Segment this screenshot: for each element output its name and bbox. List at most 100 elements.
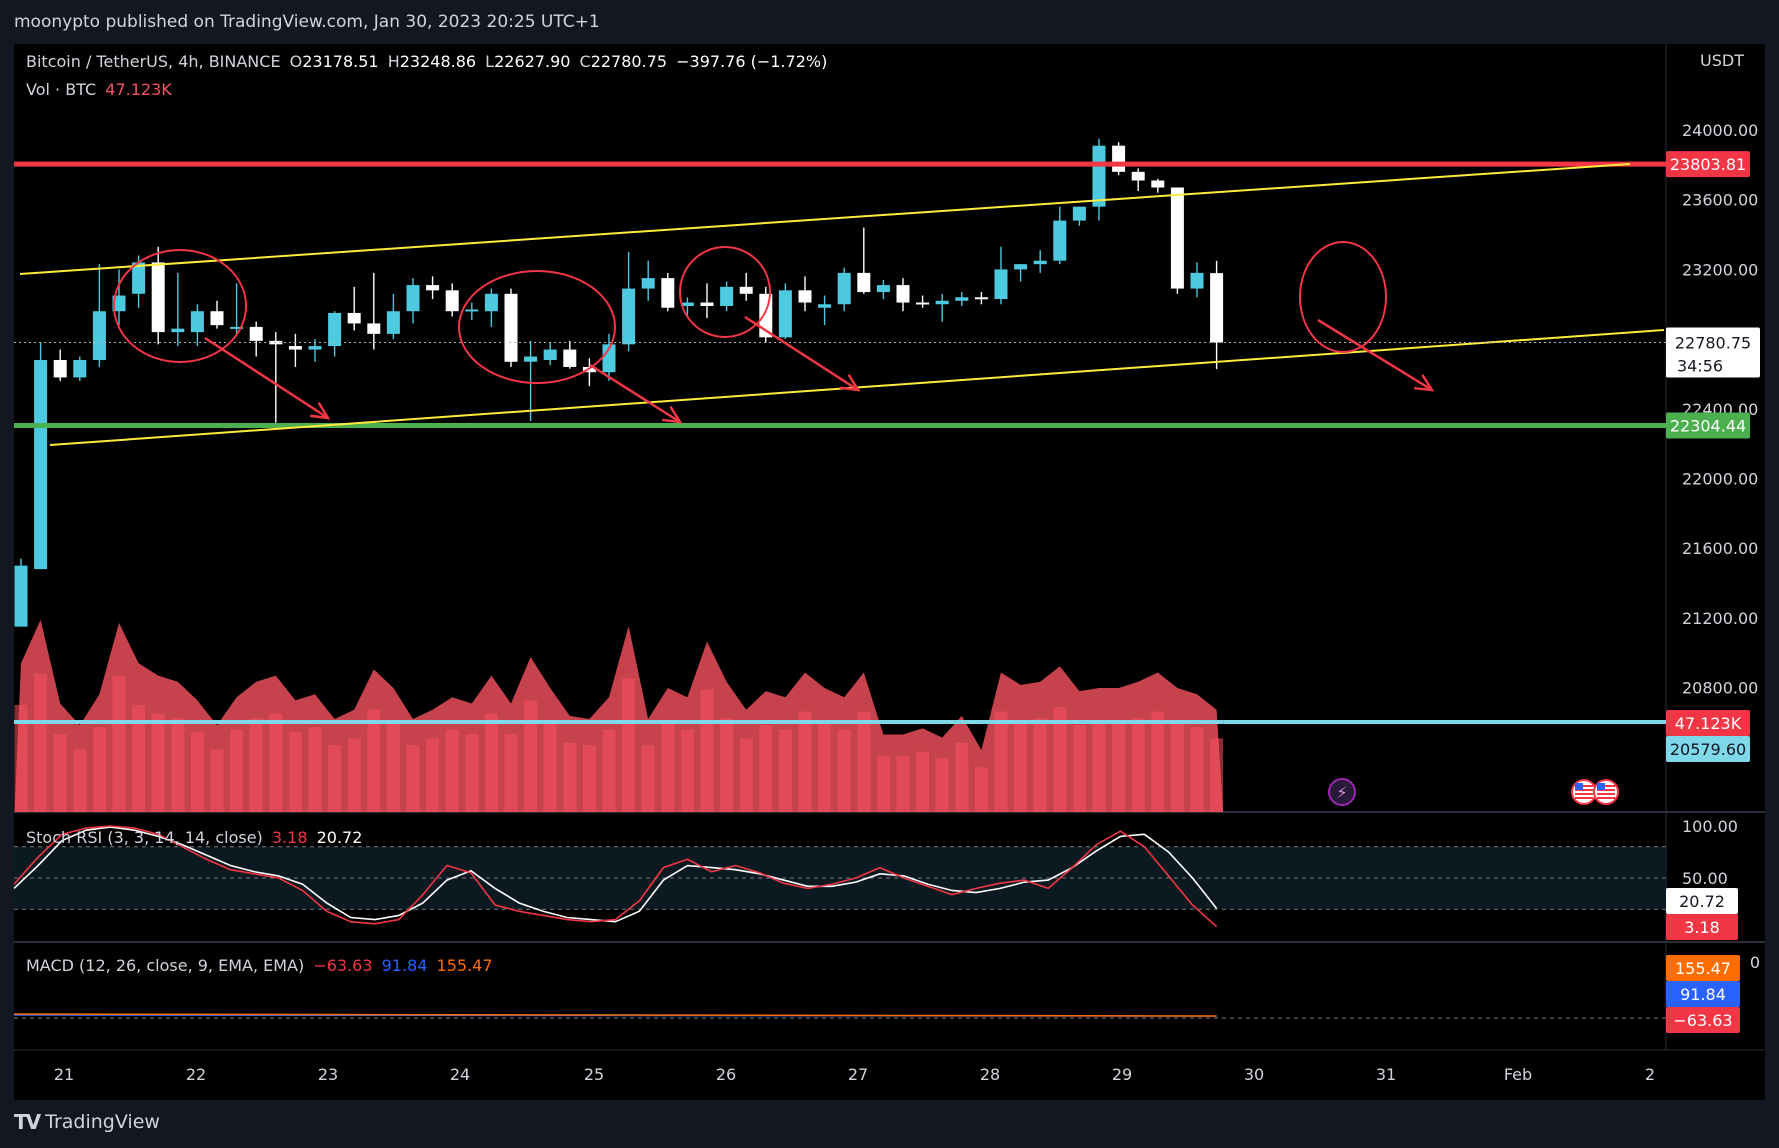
candle-body [484, 293, 498, 312]
price-axis-tick: 21200.00 [1682, 609, 1758, 628]
lightning-icon-glyph: ⚡ [1336, 783, 1347, 802]
support-price-label: 22304.44 [1666, 412, 1750, 439]
volume-bar [916, 751, 930, 812]
time-axis-label: 26 [716, 1065, 736, 1084]
volume-bar [602, 729, 616, 812]
open-label: O [289, 52, 303, 71]
volume-bar [34, 673, 48, 812]
candle-body [190, 311, 204, 333]
volume-bar [524, 700, 538, 812]
publish-bar: moonypto published on TradingView.com, J… [0, 0, 1779, 44]
annotation-arrow [204, 336, 331, 420]
lightning-icon-bg [1328, 778, 1356, 806]
resistance-price-label-text: 23803.81 [1670, 155, 1746, 174]
volume-bar [1170, 722, 1184, 812]
volume-bar [171, 718, 185, 812]
annotation-arrow [744, 315, 861, 392]
candle-body [720, 286, 734, 306]
volume-bar [406, 745, 420, 812]
close-value: 22780.75 [590, 52, 668, 71]
time-axis-label: 30 [1244, 1065, 1264, 1084]
volume-bar [367, 709, 381, 812]
candle-body [1131, 171, 1145, 181]
volume-legend[interactable]: Vol · BTC 47.123K [26, 80, 176, 99]
stoch-legend[interactable]: Stoch RSI (3, 3, 14, 14, close) 3.18 20.… [26, 828, 366, 847]
time-axis-label: 31 [1376, 1065, 1396, 1084]
volume-ma-price-label: 20579.60 [1666, 736, 1750, 762]
candle-body [974, 297, 988, 300]
symbol-legend[interactable]: Bitcoin / TetherUS, 4h, BINANCE O23178.5… [26, 52, 831, 71]
tradingview-logo-icon: TV [14, 1110, 41, 1134]
volume-bar [112, 675, 126, 812]
price-axis-tick: 22000.00 [1682, 470, 1758, 489]
annotation-circle [458, 270, 616, 384]
macd-hist-price-label-bg [1666, 955, 1740, 981]
symbol-name[interactable]: Bitcoin / TetherUS, 4h, BINANCE [26, 52, 281, 71]
volume-bar [53, 733, 67, 812]
macd-signal-price-label-bg [1666, 981, 1740, 1007]
stoch-d-price-label-bg [1666, 888, 1738, 914]
volume-bar [426, 738, 440, 812]
footer-background [0, 1100, 1779, 1148]
volume-bar [132, 704, 146, 812]
time-axis-label: 27 [848, 1065, 868, 1084]
volume-price-label: 47.123K [1666, 710, 1750, 736]
volume-bar [818, 722, 832, 812]
left-gutter [0, 44, 14, 1100]
volume-bar [896, 756, 910, 812]
stoch-d-price-label-text: 20.72 [1679, 892, 1725, 911]
price-axis-tick: 23600.00 [1682, 191, 1758, 210]
volume-bar [445, 729, 459, 812]
candle-body [210, 311, 224, 326]
candle-body [1190, 272, 1204, 289]
volume-bar [974, 767, 988, 812]
candle-body [798, 290, 812, 303]
candle-body [818, 304, 832, 308]
candle-body [347, 312, 361, 324]
candle-body [249, 326, 263, 341]
volume-bar [994, 711, 1008, 812]
price-axis-currency: USDT [1700, 51, 1744, 70]
candle-body [641, 278, 655, 289]
low-label: L [485, 52, 495, 71]
right-gutter [1765, 44, 1779, 1100]
flag-stripe [1575, 785, 1593, 787]
candle-body [916, 302, 930, 305]
volume-price-label-text: 47.123K [1675, 714, 1742, 733]
volume-bar [582, 745, 596, 812]
volume-bar [798, 711, 812, 812]
stoch-k-value: 3.18 [271, 828, 308, 847]
candle-body [602, 344, 616, 373]
volume-ma-price-label-bg [1666, 736, 1750, 762]
stoch-axis-tick: 100.00 [1682, 817, 1738, 836]
macd-line [13, 1013, 1217, 1017]
flag-stripe [1575, 797, 1593, 799]
candle-body [896, 285, 910, 303]
volume-bar [935, 758, 949, 812]
flag-stripe [1575, 793, 1593, 795]
volume-bar [1053, 707, 1067, 812]
channel-upper-line [19, 163, 1631, 275]
candle-body [386, 311, 400, 334]
volume-label: Vol · BTC [26, 80, 97, 99]
candle-body [445, 290, 459, 312]
volume-bar [465, 733, 479, 812]
flag-stripe [1575, 789, 1593, 791]
arrow-head [661, 406, 683, 424]
candle-body [1072, 206, 1086, 221]
macd-signal-price-label: 91.84 [1666, 981, 1740, 1007]
price-axis-tick: 23200.00 [1682, 260, 1758, 279]
high-label: H [387, 52, 400, 71]
macd-legend[interactable]: MACD (12, 26, close, 9, EMA, EMA) −63.63… [26, 956, 497, 975]
volume-bar [14, 704, 28, 812]
flag-stripe [1597, 789, 1615, 791]
tradingview-logo[interactable]: TV TradingView [14, 1110, 160, 1134]
time-axis-label: 2 [1645, 1065, 1655, 1084]
volume-bar [1112, 722, 1126, 812]
flag-stripe [1597, 793, 1615, 795]
volume-bar [1151, 711, 1165, 812]
time-axis-label: 22 [186, 1065, 206, 1084]
